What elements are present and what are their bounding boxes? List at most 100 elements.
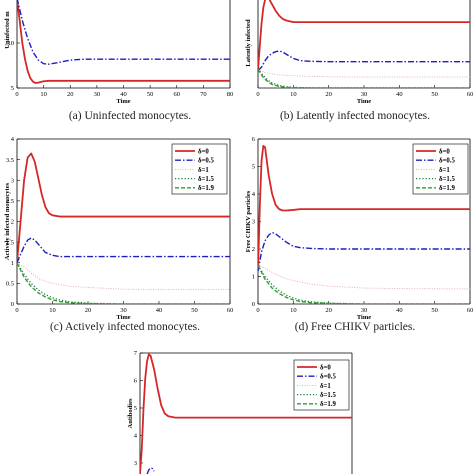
series-line-d19 bbox=[258, 265, 470, 304]
y-tick-label: 4 bbox=[134, 433, 138, 440]
series-line-d05 bbox=[258, 231, 470, 272]
x-tick-label: 60 bbox=[227, 307, 234, 314]
series-line-d1 bbox=[258, 68, 470, 78]
caption-a: (a) Uninfected monocytes. bbox=[68, 110, 192, 122]
legend-label: δ=1.5 bbox=[198, 176, 214, 183]
y-tick-label: 2 bbox=[252, 246, 255, 253]
series-line-d05 bbox=[17, 237, 230, 264]
axes-frame bbox=[139, 352, 353, 474]
y-axis-label: Latently infected bbox=[245, 19, 252, 67]
series-line-d0 bbox=[140, 353, 352, 474]
y-tick-label: 4 bbox=[11, 136, 15, 143]
x-tick-label: 10 bbox=[290, 307, 297, 314]
panel-e: 3 4 5 6 7 Antibodies δ=0 δ=0.5 δ=1 δ=1.5 δ=1.9 bbox=[127, 350, 353, 474]
legend-label: δ=0.5 bbox=[320, 374, 336, 381]
x-tick-label: 60 bbox=[174, 91, 181, 98]
series-line-d05 bbox=[146, 467, 155, 474]
x-tick-label: 40 bbox=[396, 91, 403, 98]
x-tick-label: 10 bbox=[290, 91, 297, 98]
axes-frame bbox=[16, 0, 231, 89]
x-tick-label: 30 bbox=[361, 307, 368, 314]
x-tick-label: 20 bbox=[325, 307, 332, 314]
x-tick-label: 30 bbox=[120, 307, 127, 314]
x-tick-label: 60 bbox=[467, 91, 474, 98]
y-tick-label: 0.5 bbox=[6, 281, 14, 288]
y-tick-label: 3 bbox=[252, 219, 255, 226]
legend: δ=0 δ=0.5 δ=1 δ=1.5 δ=1.9 bbox=[171, 143, 228, 195]
x-tick-label: 70 bbox=[200, 91, 207, 98]
x-axis-label: Time bbox=[357, 314, 371, 321]
y-tick-label: 7 bbox=[134, 350, 138, 357]
axes-frame bbox=[257, 0, 471, 89]
series-group bbox=[17, 0, 230, 84]
x-tick-label: 0 bbox=[15, 91, 18, 98]
series-line-d15 bbox=[258, 265, 470, 304]
panel-c: 0 10 20 30 40 50 60 0 0.5 1 1.5 2 2.5 3 3.5 4 Time Active… bbox=[4, 136, 233, 321]
legend-label: δ=1.5 bbox=[439, 176, 455, 183]
legend-label: δ=1.9 bbox=[320, 401, 336, 408]
legend-label: δ=0 bbox=[439, 148, 450, 155]
legend-label: δ=1.9 bbox=[439, 185, 455, 192]
series-group bbox=[258, 0, 470, 88]
x-axis-label: Time bbox=[357, 98, 371, 105]
caption-d: (d) Free CHIKV particles. bbox=[294, 321, 416, 333]
series-group bbox=[258, 144, 470, 304]
panel-a: 0 10 20 30 40 50 60 70 80 5 10 Time Uninfected m bbox=[4, 0, 233, 105]
series-line-d05 bbox=[17, 0, 230, 65]
x-tick-label: 10 bbox=[49, 307, 56, 314]
series-line-d19 bbox=[258, 68, 470, 88]
y-tick-label: 1.5 bbox=[6, 239, 14, 246]
x-axis-label: Time bbox=[116, 98, 130, 105]
legend-label: δ=0 bbox=[320, 364, 331, 371]
y-tick-label: 3 bbox=[11, 177, 14, 184]
x-tick-label: 40 bbox=[156, 307, 163, 314]
y-tick-label: 1 bbox=[252, 274, 255, 281]
series-line-d0 bbox=[258, 144, 470, 272]
y-tick-label: 4 bbox=[252, 191, 256, 198]
x-tick-label: 0 bbox=[256, 91, 259, 98]
series-line-d0 bbox=[258, 0, 470, 71]
panel-b: 0 10 20 30 40 50 60 Time Latently infected bbox=[245, 0, 473, 105]
series-group bbox=[17, 152, 230, 304]
y-tick-label: 3 bbox=[134, 460, 137, 467]
series-line-d1 bbox=[17, 262, 230, 291]
y-axis-label: Antibodies bbox=[127, 398, 134, 428]
x-tick-label: 0 bbox=[256, 307, 259, 314]
legend-label: δ=0.5 bbox=[198, 158, 214, 165]
x-tick-label: 40 bbox=[120, 91, 127, 98]
y-tick-label: 3.5 bbox=[6, 157, 14, 164]
legend: δ=0 δ=0.5 δ=1 δ=1.5 δ=1.9 bbox=[412, 143, 469, 195]
x-tick-label: 50 bbox=[431, 91, 438, 98]
x-tick-label: 10 bbox=[40, 91, 47, 98]
x-tick-label: 60 bbox=[467, 307, 474, 314]
y-axis-label: Actively infected monocytes bbox=[4, 182, 11, 260]
y-tick-label: 10 bbox=[8, 40, 15, 47]
legend: δ=0 δ=0.5 δ=1 δ=1.5 δ=1.9 bbox=[293, 359, 350, 411]
x-tick-label: 50 bbox=[431, 307, 438, 314]
y-tick-label: 0 bbox=[11, 301, 14, 308]
series-line-d19 bbox=[17, 262, 230, 304]
y-axis-label: Free CHIKV particles bbox=[245, 190, 252, 252]
y-tick-label: 6 bbox=[134, 378, 138, 385]
legend-label: δ=1 bbox=[198, 167, 209, 174]
x-tick-label: 40 bbox=[396, 307, 403, 314]
series-line-d05 bbox=[258, 50, 470, 71]
x-tick-label: 20 bbox=[85, 307, 92, 314]
y-tick-label: 2.5 bbox=[6, 198, 14, 205]
y-tick-label: 6 bbox=[252, 136, 256, 143]
series-group bbox=[140, 353, 352, 474]
x-tick-label: 20 bbox=[67, 91, 74, 98]
series-line-d1 bbox=[258, 265, 470, 290]
legend-label: δ=0 bbox=[198, 148, 209, 155]
caption-c: (c) Actively infected monocytes. bbox=[49, 321, 201, 333]
y-tick-label: 5 bbox=[11, 85, 14, 92]
series-line-d0 bbox=[17, 152, 230, 263]
caption-b: (b) Latently infected monocytes. bbox=[279, 110, 431, 122]
x-tick-label: 30 bbox=[94, 91, 101, 98]
x-axis-label: Time bbox=[116, 314, 130, 321]
legend-label: δ=0.5 bbox=[439, 158, 455, 165]
legend-label: δ=1.9 bbox=[198, 185, 214, 192]
x-tick-label: 0 bbox=[15, 307, 18, 314]
x-tick-label: 50 bbox=[147, 91, 154, 98]
